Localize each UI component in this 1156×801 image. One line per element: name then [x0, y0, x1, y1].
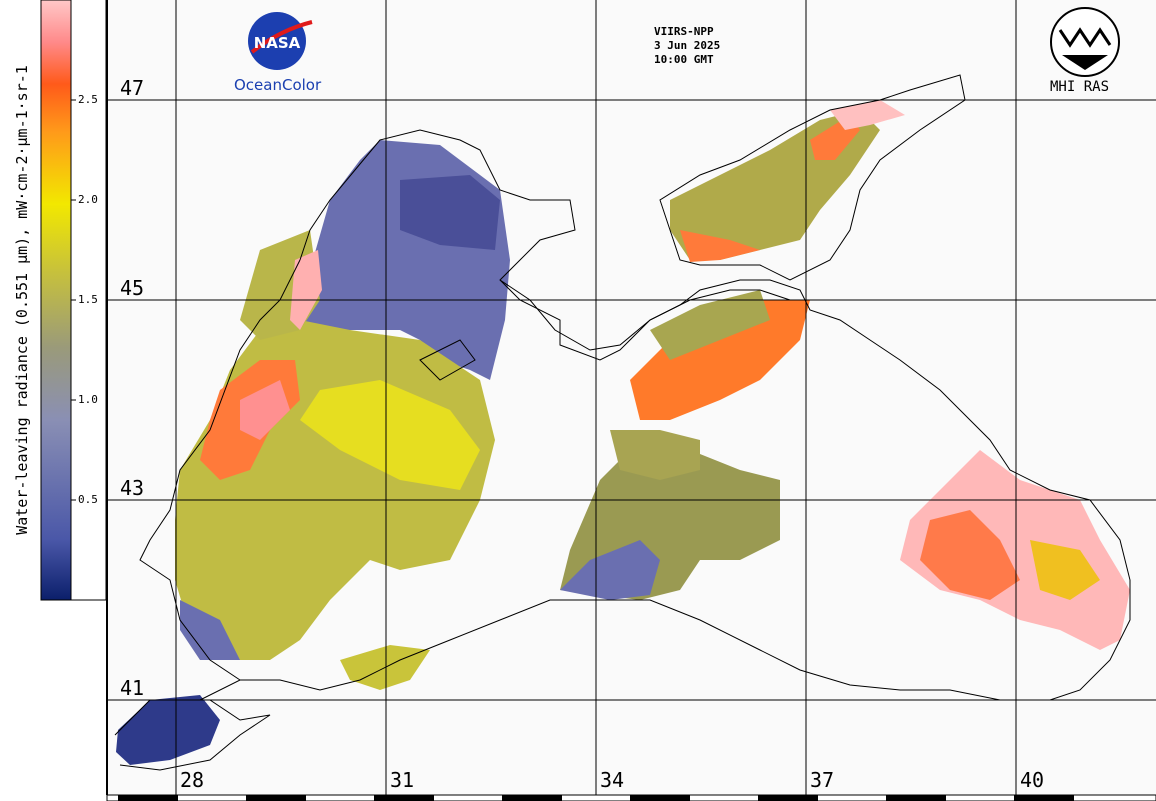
nasa-caption: OceanColor: [234, 76, 322, 94]
header-info: VIIRS-NPP 3 Jun 2025 10:00 GMT: [654, 25, 720, 67]
colorbar: [40, 0, 72, 601]
colorbar-tick: 1.5: [78, 293, 98, 306]
graticule: [107, 0, 1156, 795]
mhi-caption: MHI RAS: [1050, 79, 1110, 95]
acquisition-time: 10:00 GMT: [654, 53, 714, 66]
crimea-south-olive: [650, 290, 770, 360]
colorbar-tick: 2.5: [78, 93, 98, 106]
marmara-blue: [116, 695, 220, 765]
kerch-olive: [610, 430, 700, 480]
latitude-label: 47: [120, 76, 145, 100]
blue-eddy-south: [180, 600, 240, 660]
nasa-badge-text: NASA: [254, 34, 301, 52]
colorbar-tick: 1.0: [78, 393, 98, 406]
scale-bar: [106, 794, 1156, 801]
eastern-basin-orange: [920, 510, 1020, 600]
coastal-strip-pink: [290, 250, 322, 330]
west-coast: [139, 259, 301, 681]
snake-island: [419, 339, 476, 381]
acquisition-date: 3 Jun 2025: [654, 39, 721, 52]
crimea-coast: [499, 279, 791, 351]
colorbar-tick: 0.5: [78, 493, 98, 506]
longitude-label: 40: [1020, 768, 1045, 792]
northwest-shelf-deep-blue: [400, 175, 500, 250]
western-basin-bright-yellow: [300, 380, 480, 490]
longitude-label: 34: [600, 768, 625, 792]
longitude-label: 31: [390, 768, 415, 792]
latitude-label: 41: [120, 676, 145, 700]
longitude-label: 37: [810, 768, 835, 792]
eastern-basin-yellow: [1030, 540, 1100, 600]
crimea-south-orange: [630, 300, 810, 420]
latitude-label: 43: [120, 476, 145, 500]
mhi-logo: [1050, 7, 1120, 77]
azov-pink: [830, 100, 905, 130]
azov-orange: [680, 230, 760, 262]
central-patch-blue: [560, 540, 660, 600]
colorbar-tick: 2.0: [78, 193, 98, 206]
northwest-coast: [199, 129, 1131, 701]
latitude-label: 45: [120, 276, 145, 300]
longitude-label: 28: [180, 768, 205, 792]
satellite-name: VIIRS-NPP: [654, 25, 714, 38]
shelf-coast-pink: [240, 380, 290, 440]
nasa-logo: NASA: [248, 12, 313, 70]
